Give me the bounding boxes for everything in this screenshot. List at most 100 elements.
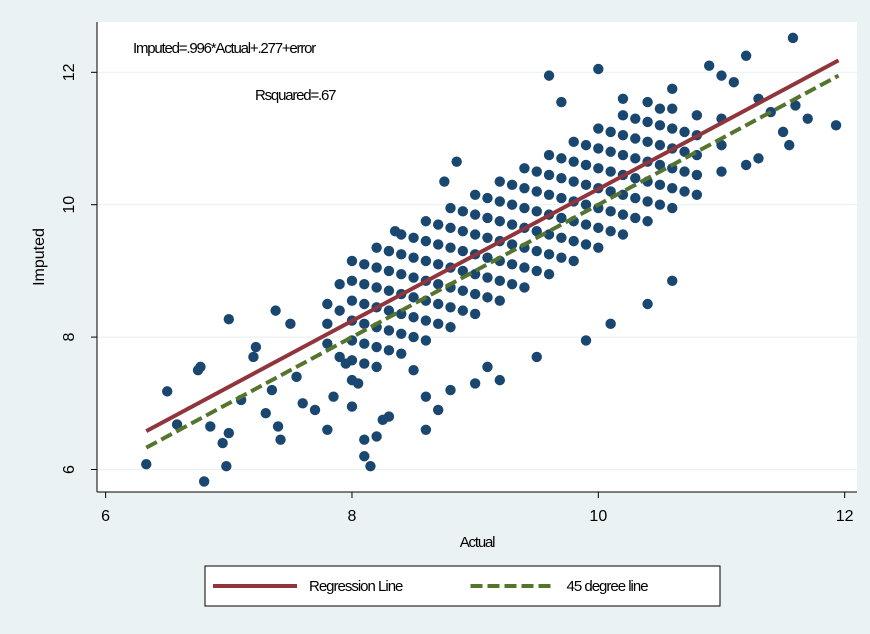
scatter-point	[457, 225, 469, 237]
scatter-point	[270, 305, 281, 316]
scatter-point	[593, 123, 604, 134]
scatter-point	[642, 298, 653, 310]
scatter-point	[654, 120, 666, 131]
scatter-point	[420, 216, 432, 227]
scatter-point	[482, 292, 493, 303]
scatter-point	[469, 308, 481, 320]
marks	[141, 32, 842, 487]
scatter-point	[291, 371, 302, 383]
scatter-point	[482, 361, 493, 373]
scatter-point	[346, 275, 358, 287]
scatter-point	[171, 419, 183, 430]
scatter-point	[328, 391, 339, 402]
scatter-point	[272, 421, 284, 432]
scatter-point	[642, 116, 653, 128]
scatter-point	[494, 295, 505, 306]
scatter-point	[519, 262, 530, 273]
scatter-point	[787, 32, 799, 44]
scatter-point	[432, 404, 444, 416]
scatter-point	[617, 209, 629, 220]
scatter-point	[630, 173, 641, 184]
scatter-point	[359, 451, 370, 462]
scatter-point	[630, 153, 641, 164]
scatter-point	[420, 255, 432, 267]
scatter-point	[605, 225, 616, 237]
scatter-point	[346, 255, 358, 267]
scatter-point	[703, 60, 715, 71]
scatter-point	[654, 139, 666, 151]
scatter-point	[543, 149, 555, 161]
scatter-point	[556, 153, 567, 164]
scatter-point	[667, 123, 678, 134]
scatter-point	[445, 242, 456, 253]
scatter-point	[568, 156, 579, 167]
scatter-point	[371, 242, 382, 253]
scatter-point	[352, 378, 364, 389]
scatter-point	[506, 199, 518, 210]
scatter-point	[543, 249, 555, 260]
scatter-point	[250, 341, 262, 353]
scatter-point	[469, 189, 481, 200]
scatter-point	[617, 110, 629, 121]
scatter-point	[383, 305, 395, 316]
legend: Regression Line 45 degree line	[204, 565, 721, 607]
scatter-point	[568, 235, 579, 247]
scatter-point	[494, 196, 505, 207]
scatter-point	[605, 206, 616, 217]
scatter-point	[556, 192, 567, 204]
scatter-point	[248, 351, 259, 363]
scatter-point	[531, 265, 542, 277]
scatter-point	[679, 146, 690, 157]
y-tick-label: 10	[61, 196, 78, 214]
scatter-point	[408, 364, 419, 376]
scatter-point	[679, 186, 690, 197]
scatter-point	[260, 408, 271, 419]
scatter-point	[580, 139, 592, 151]
scatter-point	[445, 222, 456, 234]
scatter-point	[556, 252, 567, 263]
scatter-point	[383, 265, 395, 277]
scatter-point	[519, 282, 530, 293]
scatter-point	[531, 245, 542, 257]
scatter-point	[297, 398, 308, 409]
scatter-point	[617, 149, 629, 161]
scatter-point	[408, 232, 419, 244]
scatter-point	[457, 285, 469, 296]
scatter-point	[383, 411, 395, 422]
annotation: Rsquared=.67	[255, 87, 336, 104]
scatter-point	[408, 312, 419, 323]
scatter-point	[322, 424, 333, 435]
scatter-point	[383, 325, 395, 336]
scatter-point	[420, 315, 432, 326]
scatter-point	[593, 222, 604, 234]
scatter-point	[396, 328, 407, 339]
scatter-point	[359, 278, 370, 290]
scatter-point	[494, 275, 505, 287]
scatter-point	[654, 103, 666, 114]
scatter-point	[482, 212, 493, 224]
scatter-point	[605, 166, 616, 177]
scatter-point	[396, 348, 407, 359]
scatter-point	[359, 358, 370, 369]
scatter-point	[580, 239, 592, 250]
scatter-point	[469, 209, 481, 220]
scatter-point	[519, 163, 530, 174]
scatter-point	[445, 302, 456, 313]
scatter-point	[445, 321, 456, 333]
scatter-point	[322, 318, 333, 330]
scatter-point	[217, 437, 228, 449]
scatter-point	[519, 202, 530, 214]
scatter-point	[630, 212, 641, 224]
scatter-point	[642, 96, 653, 108]
scatter-point	[605, 318, 616, 330]
scatter-point	[205, 421, 216, 432]
scatter-point	[198, 476, 210, 487]
scatter-point	[740, 159, 752, 171]
scatter-point	[482, 232, 493, 244]
y-tick-label: 6	[61, 465, 78, 474]
scatter-point	[802, 113, 813, 124]
scatter-point	[531, 186, 542, 197]
scatter-point	[432, 278, 444, 290]
scatter-point	[223, 314, 234, 325]
